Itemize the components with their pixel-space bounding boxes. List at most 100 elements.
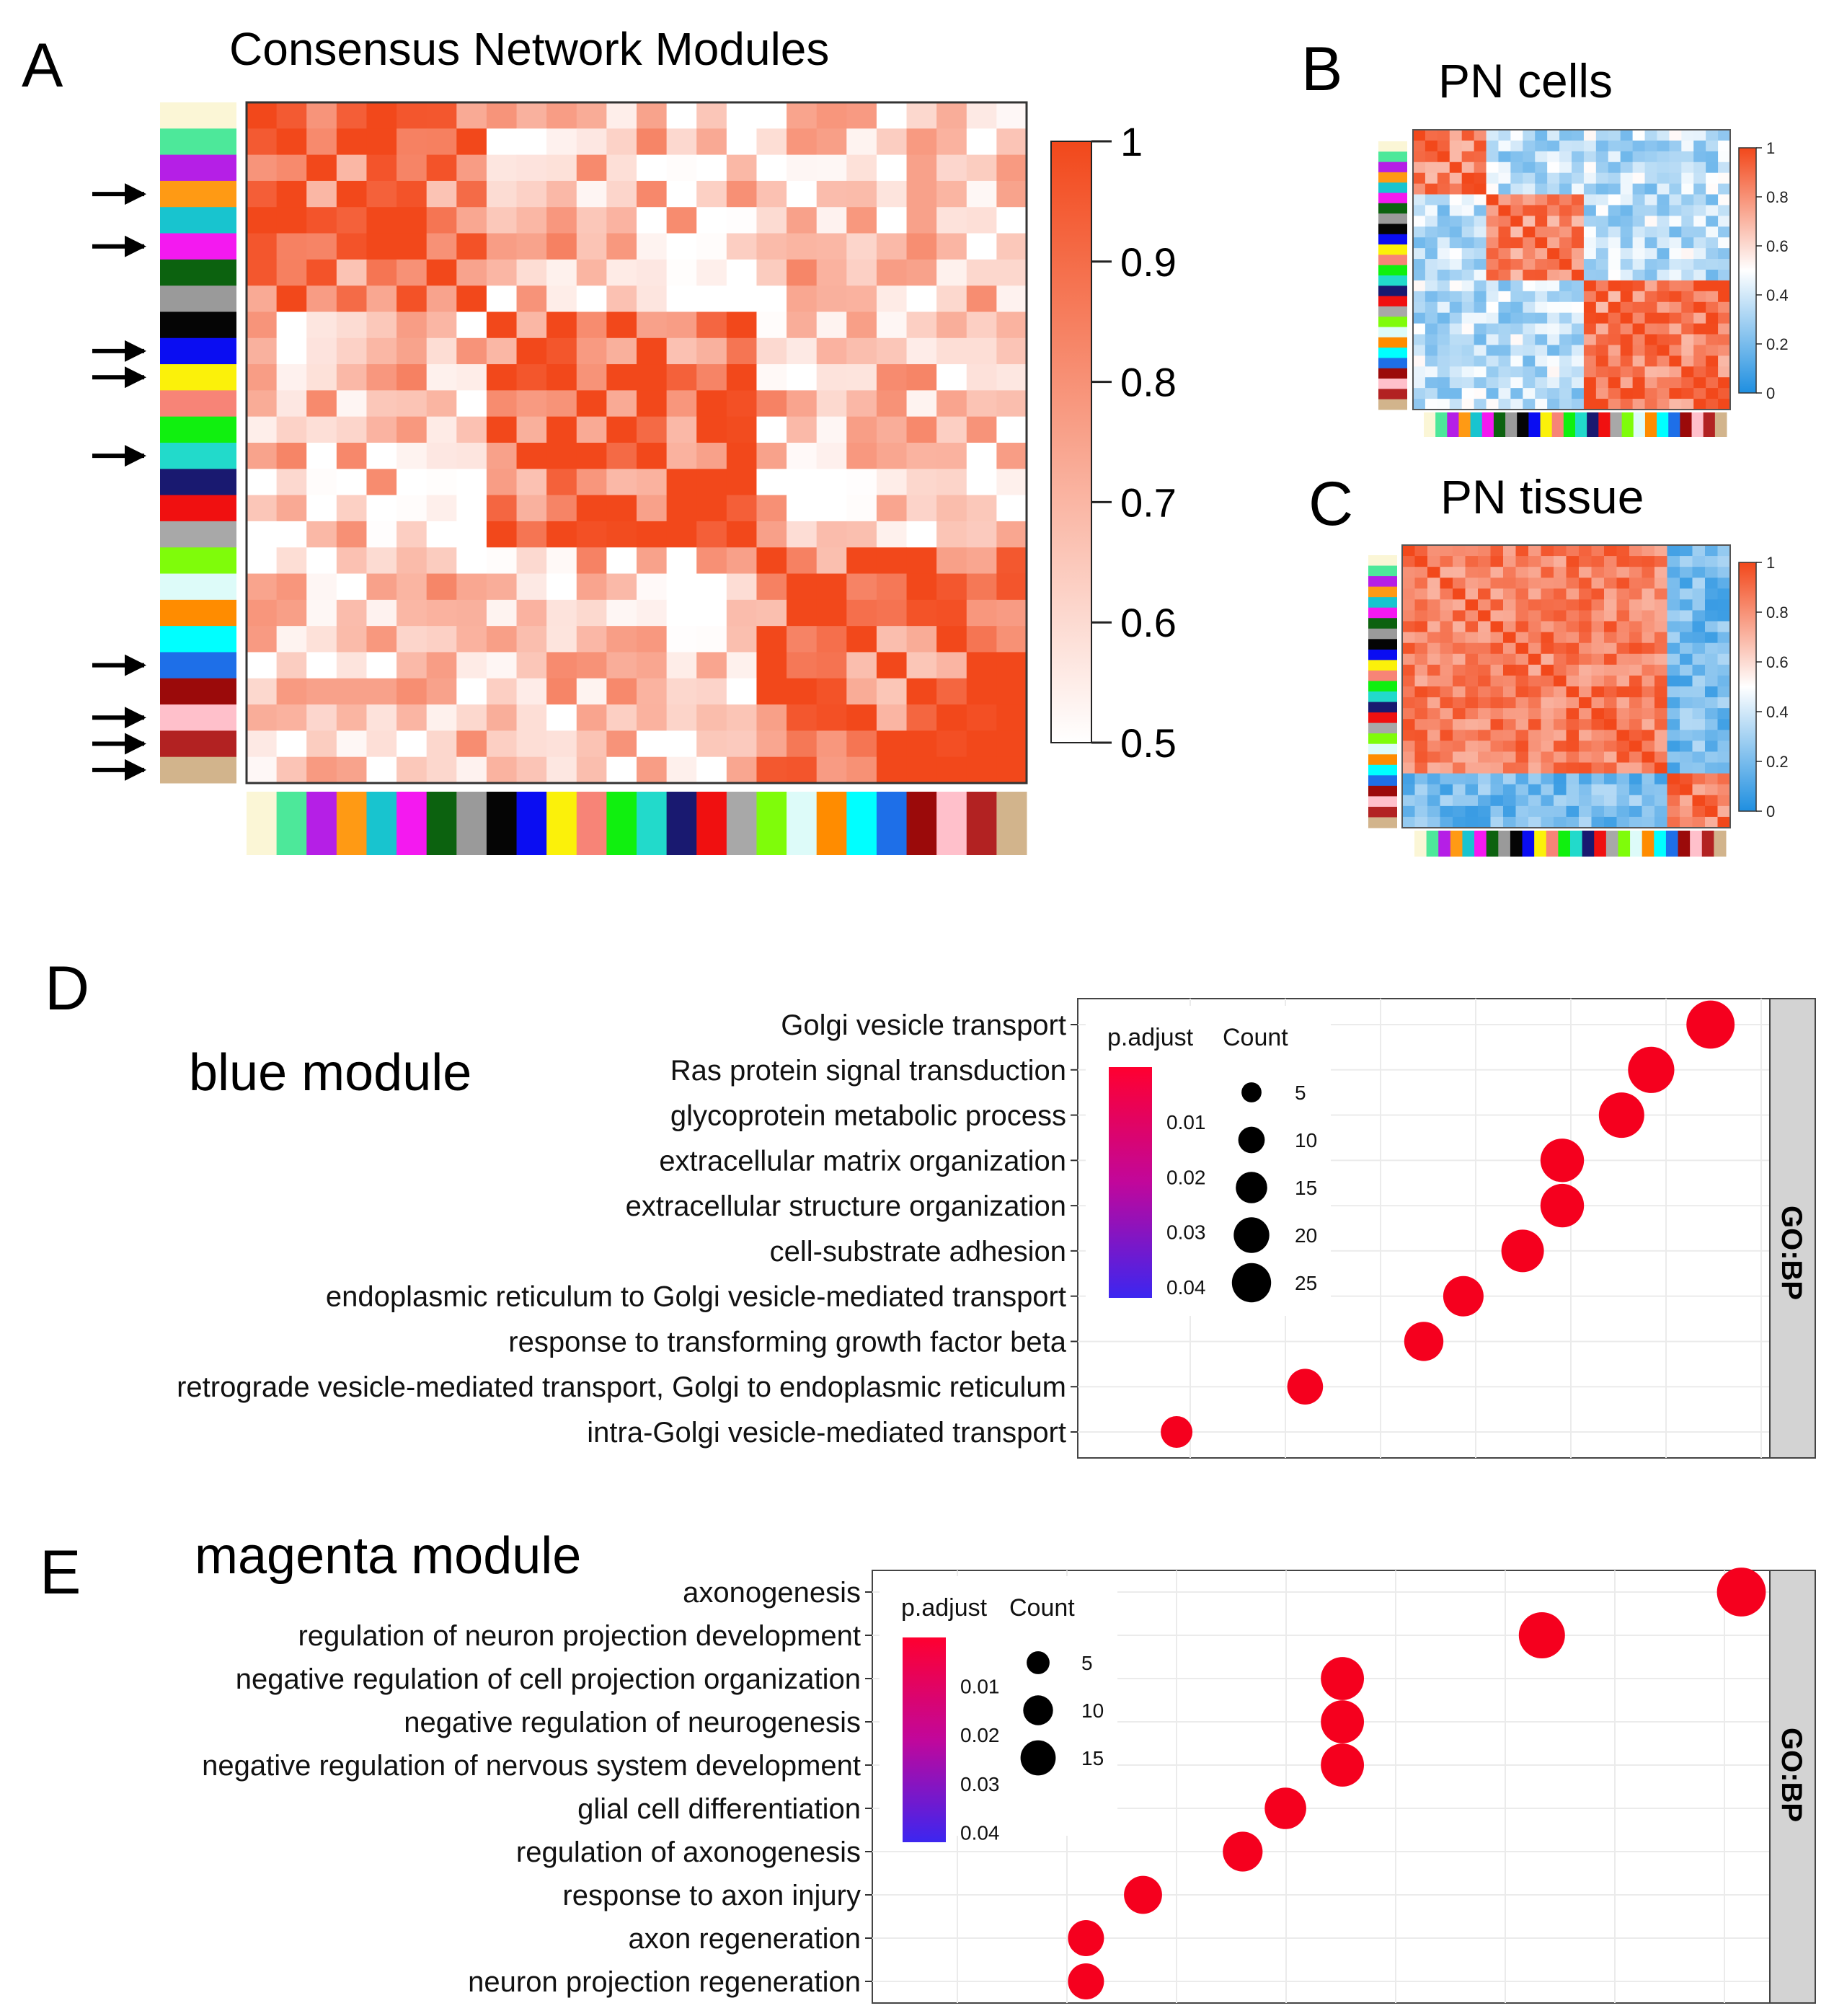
panel-a-heatmap-cell: [276, 128, 307, 156]
panel-b-module-row-swatch: [1657, 412, 1669, 437]
panel-c-heatmap-cell: [1654, 730, 1668, 741]
panel-b-heatmap-cell: [1547, 216, 1560, 227]
panel-a-heatmap-cell: [606, 626, 637, 653]
panel-b-heatmap-cell: [1572, 388, 1585, 399]
panel-b-module-row-swatch: [1551, 412, 1564, 437]
panel-a-heatmap-cell: [366, 286, 397, 313]
panel-c-heatmap-cell: [1503, 773, 1517, 785]
panel-b-heatmap-cell: [1669, 205, 1682, 216]
e-dot: [1068, 1963, 1104, 1999]
panel-a-heatmap-cell: [756, 443, 787, 469]
panel-c-heatmap-cell: [1478, 556, 1492, 567]
panel-b-module-column-swatch: [1378, 296, 1407, 307]
panel-c-heatmap-cell: [1629, 762, 1643, 774]
panel-a-heatmap-cell: [516, 443, 547, 469]
panel-a-heatmap-cell: [876, 390, 908, 417]
panel-b-module-row-swatch: [1668, 412, 1680, 437]
panel-a-heatmap-cell: [696, 547, 727, 575]
panel-c-heatmap-cell: [1579, 805, 1592, 818]
panel-c-heatmap-cell: [1541, 740, 1554, 753]
panel-b-heatmap-cell: [1523, 280, 1536, 292]
panel-b-heatmap-cell: [1413, 301, 1426, 314]
d-term-label: extracellular structure organization: [626, 1190, 1066, 1222]
d-legend-size-label: 15: [1295, 1177, 1317, 1199]
panel-b-heatmap-cell: [1523, 194, 1536, 206]
panel-b-heatmap-cell: [1474, 130, 1487, 141]
panel-b-heatmap-cell: [1498, 323, 1511, 335]
panel-a-module-row-swatch: [966, 792, 997, 855]
panel-b-heatmap-cell: [1486, 270, 1499, 281]
panel-a-heatmap-cell: [247, 207, 278, 234]
panel-a-heatmap-cell: [936, 521, 967, 548]
panel-a-heatmap-cell: [336, 286, 368, 313]
panel-a-heatmap-cell: [816, 495, 847, 522]
panel-a-heatmap-cell: [846, 207, 877, 234]
panel-b-heatmap-cell: [1693, 205, 1706, 216]
panel-a-heatmap-cell: [546, 337, 577, 365]
panel-b-heatmap-cell: [1425, 280, 1438, 292]
panel-a-heatmap-cell: [486, 102, 518, 129]
panel-c-heatmap-cell: [1692, 740, 1706, 753]
panel-c-module-column-swatch: [1368, 775, 1397, 787]
panel-c-heatmap-cell: [1642, 773, 1655, 785]
panel-a-heatmap-cell: [306, 207, 337, 234]
panel-c-heatmap-cell: [1515, 686, 1529, 698]
panel-a-heatmap-cell: [846, 286, 877, 313]
panel-b-heatmap-cell: [1681, 248, 1694, 260]
panel-a-heatmap-cell: [756, 495, 787, 522]
panel-c-heatmap-cell: [1591, 719, 1605, 730]
panel-b-heatmap-cell: [1559, 205, 1572, 216]
panel-a-heatmap-cell: [756, 233, 787, 260]
panel-b-heatmap-cell: [1644, 216, 1658, 227]
panel-b-heatmap-cell: [1608, 151, 1621, 163]
panel-c-heatmap-cell: [1465, 588, 1479, 600]
panel-c-heatmap-cell: [1453, 762, 1466, 774]
panel-c-heatmap-cell: [1629, 708, 1643, 720]
panel-a-heatmap-cell: [306, 180, 337, 208]
panel-a-heatmap-cell: [816, 233, 847, 260]
panel-c-heatmap-cell: [1667, 632, 1680, 644]
panel-a-heatmap-cell: [637, 286, 668, 313]
panel-a-heatmap-cell: [996, 207, 1027, 234]
panel-label-b: B: [1301, 35, 1342, 104]
panel-a-heatmap-cell: [756, 469, 787, 496]
panel-c-heatmap-cell: [1528, 545, 1542, 557]
panel-a-heatmap-cell: [936, 390, 967, 417]
panel-b-heatmap-cell: [1632, 130, 1646, 141]
panel-b-module-column-swatch: [1378, 348, 1407, 358]
panel-b-heatmap-cell: [1437, 259, 1450, 270]
panel-b-module-row-swatch: [1517, 412, 1529, 437]
panel-a-heatmap-cell: [966, 390, 997, 417]
d-dot: [1540, 1139, 1585, 1182]
panel-c-heatmap-cell: [1629, 730, 1643, 741]
panel-a-heatmap-cell: [306, 547, 337, 575]
panel-c-heatmap-cell: [1414, 762, 1428, 774]
panel-c-heatmap-cell: [1705, 773, 1719, 785]
panel-c-module-row-swatch: [1510, 831, 1523, 857]
panel-b-heatmap-cell: [1693, 162, 1706, 174]
panel-c-heatmap-cell: [1465, 730, 1479, 741]
panel-b-heatmap-cell: [1523, 291, 1536, 303]
panel-b-heatmap-cell: [1583, 172, 1597, 185]
panel-c-heatmap-cell: [1528, 632, 1542, 644]
panel-a-heatmap-cell: [456, 180, 487, 208]
panel-a-heatmap-cell: [426, 652, 457, 679]
panel-a-module-column-swatch: [160, 652, 236, 679]
panel-c-heatmap-cell: [1554, 599, 1567, 611]
panel-a-heatmap-cell: [397, 416, 428, 443]
panel-c-heatmap-cell: [1541, 686, 1554, 698]
panel-a-heatmap-cell: [816, 730, 847, 758]
panel-a-heatmap-cell: [366, 207, 397, 234]
panel-b-heatmap-cell: [1595, 248, 1609, 260]
panel-a-heatmap-cell: [306, 102, 337, 129]
panel-c-heatmap-cell: [1515, 708, 1529, 720]
e-dot: [1518, 1612, 1565, 1658]
panel-a-heatmap-cell: [456, 704, 487, 731]
panel-b-heatmap-cell: [1535, 216, 1548, 227]
panel-a-heatmap-cell: [637, 128, 668, 156]
panel-c-heatmap-cell: [1717, 719, 1731, 730]
panel-a-heatmap-cell: [276, 678, 307, 705]
panel-b-heatmap-cell: [1559, 323, 1572, 335]
panel-a-heatmap-cell: [516, 337, 547, 365]
panel-b-heatmap-cell: [1595, 388, 1609, 399]
